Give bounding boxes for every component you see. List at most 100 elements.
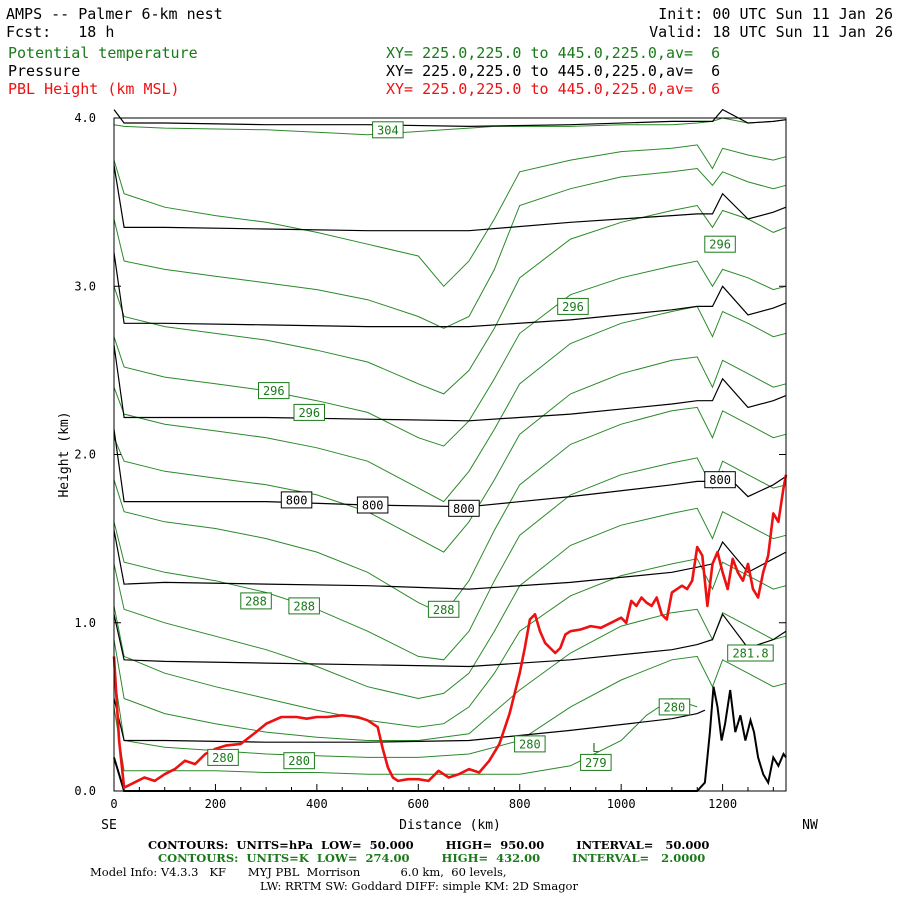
y-tick-label-3: 3.0 [74, 279, 96, 293]
contour-label-5: 800 [280, 491, 313, 509]
contour-label-1: 296 [704, 235, 736, 253]
contour-label-box-8 [704, 471, 736, 489]
x-tick-label-1200: 1200 [708, 797, 737, 811]
theta-contour-3 [113, 204, 787, 395]
x-end-label-left: SE [101, 818, 117, 833]
pressure-contour-850 [113, 530, 787, 590]
x-tick-label-800: 800 [509, 797, 531, 811]
contour-label-text-7: 800 [453, 502, 475, 516]
contour-label-box-5 [280, 491, 313, 509]
theta-contour-11 [113, 608, 787, 741]
theta-contours [113, 117, 787, 775]
terrain-line [113, 686, 787, 792]
contour-label-text-9: 288 [245, 594, 267, 608]
contour-label-15: 280 [207, 748, 239, 766]
contour-label-box-18 [580, 753, 612, 771]
field-label-pressure: Pressure [8, 62, 81, 80]
contour-label-text-12: 281.8 [732, 647, 768, 661]
contour-label-text-1: 296 [709, 238, 731, 252]
contour-label-0: 304 [372, 121, 404, 139]
contour-label-16: 280 [283, 752, 315, 770]
init-time: Init: 00 UTC Sun 11 Jan 26 [658, 5, 893, 23]
contour-label-text-17: L [592, 741, 599, 755]
y-axis-title: Height (km) [57, 411, 72, 497]
theta-contour-13 [113, 697, 698, 775]
theta-contour-9 [113, 507, 787, 700]
pressure-contours [113, 108, 787, 743]
contour-label-4: 296 [293, 403, 325, 421]
contour-label-box-13 [658, 698, 691, 716]
theta-contour-5 [113, 305, 787, 503]
pressure-contour-info: CONTOURS: UNITS=hPa LOW= 50.000 HIGH= 95… [148, 838, 710, 852]
terrain [113, 686, 787, 792]
pressure-contour-800 [113, 429, 787, 508]
pressure-contour-650 [113, 165, 787, 232]
contour-label-12: 281.8 [727, 644, 774, 662]
contour-label-text-8: 800 [709, 473, 731, 487]
pbl-height-line [112, 474, 788, 789]
pressure-contour-700 [113, 252, 787, 328]
contour-label-box-0 [372, 121, 404, 139]
contour-label-text-0: 304 [377, 123, 399, 137]
y-tick-label-1: 1.0 [74, 616, 96, 630]
pressure-contour-600 [113, 108, 787, 128]
theta-contour-7 [113, 406, 787, 615]
contour-label-8: 800 [704, 471, 736, 489]
field-xy-theta: XY= 225.0,225.0 to 445.0,225.0,av= 6 [386, 44, 721, 62]
model-info: Model Info: V4.3.3 KF MYJ PBL Morrison 6… [90, 865, 507, 879]
x-axis-title: Distance (km) [399, 818, 501, 833]
theta-contour-info: CONTOURS: UNITS=K LOW= 274.00 HIGH= 432.… [158, 851, 706, 865]
x-tick-label-0: 0 [110, 797, 117, 811]
x-tick-label-1000: 1000 [607, 797, 636, 811]
y-tick-label-4: 4.0 [74, 111, 96, 125]
x-end-label-right: NW [802, 818, 818, 833]
y-tick-label-0: 0.0 [74, 784, 96, 798]
pressure-contour-950 [113, 698, 706, 743]
contour-label-text-4: 296 [298, 406, 320, 420]
x-tick-label-600: 600 [407, 797, 429, 811]
contour-labels: 304 296 296 296 296 800 800 800 800 288 288 288 281.… [207, 121, 774, 771]
contour-label-box-15 [207, 748, 239, 766]
pressure-contour-900 [113, 613, 787, 668]
contour-label-14: 280 [514, 735, 546, 753]
theta-contour-1 [113, 144, 787, 288]
contour-label-box-3 [258, 382, 290, 400]
contour-label-box-9 [240, 592, 272, 610]
contour-label-text-11: 288 [433, 603, 455, 617]
valid-time: Valid: 18 UTC Sun 11 Jan 26 [649, 23, 893, 41]
contour-label-text-6: 800 [362, 499, 384, 513]
physics-info: LW: RRTM SW: Goddard DIFF: simple KM: 2D… [260, 879, 578, 893]
field-label-theta: Potential temperature [8, 44, 198, 62]
y-tick-label-2: 2.0 [74, 448, 96, 462]
contour-label-text-3: 296 [263, 384, 285, 398]
contour-label-box-12 [727, 644, 774, 662]
contour-label-text-5: 800 [286, 493, 308, 507]
pressure-contour-750 [113, 345, 787, 422]
contour-label-text-2: 296 [562, 300, 584, 314]
contour-label-box-1 [704, 235, 736, 253]
x-tick-label-400: 400 [306, 797, 328, 811]
contour-label-11: 288 [427, 600, 460, 618]
contour-label-9: 288 [240, 592, 272, 610]
contour-label-text-10: 288 [293, 599, 315, 613]
contour-label-13: 280 [658, 698, 691, 716]
contour-label-text-14: 280 [519, 737, 541, 751]
contour-label-box-16 [283, 752, 315, 770]
contour-label-box-6 [356, 496, 389, 514]
contour-label-18: 279 [580, 753, 612, 771]
field-xy-pbl: XY= 225.0,225.0 to 445.0,225.0,av= 6 [386, 80, 721, 98]
axes: 0 200 400 600 800 1000 1200 0.0 1.0 2.0 3.0 4.0 Dist… [57, 111, 818, 833]
contour-label-box-14 [514, 735, 546, 753]
pbl-series [112, 474, 788, 789]
forecast-hour: Fcst: 18 h [6, 23, 115, 41]
x-tick-label-200: 200 [205, 797, 227, 811]
contour-label-text-16: 280 [288, 754, 310, 768]
theta-contour-8 [113, 457, 787, 661]
field-xy-pressure: XY= 225.0,225.0 to 445.0,225.0,av= 6 [386, 62, 721, 80]
contour-label-10: 288 [288, 597, 320, 615]
theta-contour-6 [113, 356, 787, 553]
theta-contour-2 [113, 167, 787, 329]
field-label-pbl: PBL Height (km MSL) [8, 80, 180, 98]
contour-label-text-13: 280 [664, 700, 686, 714]
